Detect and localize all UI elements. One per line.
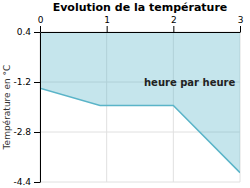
grid-line	[40, 32, 41, 182]
tick-mark	[34, 32, 40, 33]
tick-mark	[107, 26, 108, 32]
tick-mark	[34, 82, 40, 83]
tick-label: 1	[104, 15, 110, 25]
tick-label: -2.8	[13, 127, 31, 137]
y-axis-title: Température en °C	[2, 65, 12, 151]
tick-label: 0	[38, 15, 44, 25]
marks	[40, 32, 240, 173]
tick: 3	[238, 15, 244, 32]
x-axis: 0 1 2 3	[38, 15, 244, 33]
grid	[40, 32, 240, 182]
title: Evolution de la température	[53, 1, 228, 14]
tick-mark	[34, 182, 40, 183]
tick-mark	[40, 26, 41, 32]
grid-line	[40, 182, 240, 183]
tick: -2.8	[13, 127, 40, 137]
tick: 0.4	[17, 27, 40, 37]
tick-label: 3	[238, 15, 244, 25]
grid-line	[40, 32, 240, 33]
tick: -1.2	[13, 77, 40, 87]
tick-mark	[173, 26, 174, 32]
plot: 0 1 2 3 0.4 -1.2 -2.8 -4.4 heure par heure	[13, 15, 243, 187]
tick: -4.4	[13, 177, 40, 187]
chart: 0 1 2 3 0.4 -1.2 -2.8 -4.4 heure par heure Tempér…	[0, 0, 250, 188]
tick-label: -1.2	[13, 77, 31, 87]
axis-line	[41, 32, 241, 33]
tick-mark	[240, 26, 241, 32]
area	[40, 32, 240, 173]
tick: 2	[171, 15, 177, 32]
tick-mark	[34, 132, 40, 133]
tick: 0	[38, 15, 44, 32]
axis-line	[40, 33, 41, 183]
line	[40, 88, 240, 172]
annotation: heure par heure	[144, 77, 235, 88]
tick-label: 0.4	[17, 27, 32, 37]
y-axis: 0.4 -1.2 -2.8 -4.4	[13, 27, 40, 187]
tick-label: 2	[171, 15, 177, 25]
tick: 1	[104, 15, 110, 32]
tick-label: -4.4	[13, 177, 31, 187]
